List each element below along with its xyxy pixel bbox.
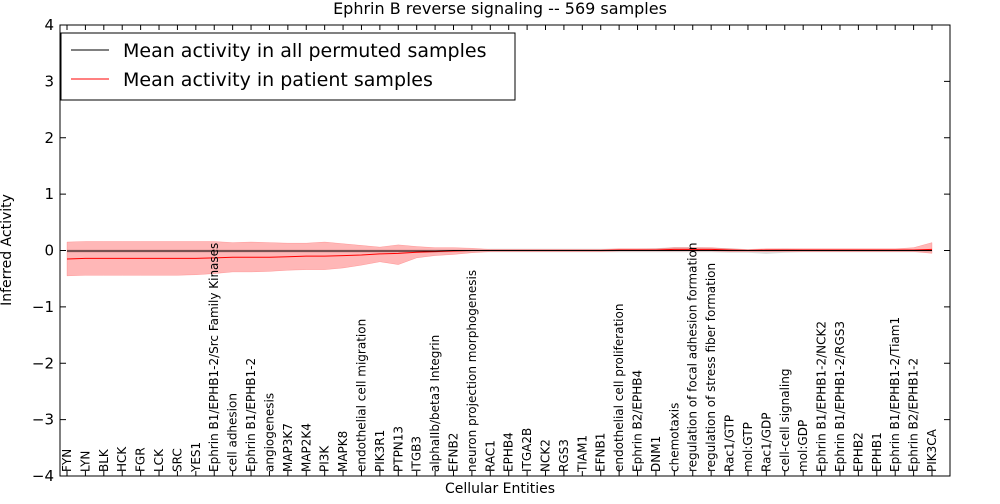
y-tick-label: 1 bbox=[44, 185, 54, 203]
x-tick-label: Ephrin B1/EPHB1-2/NCK2 bbox=[815, 321, 829, 472]
legend-label-permuted: Mean activity in all permuted samples bbox=[123, 40, 486, 62]
x-tick-label: cell-cell signaling bbox=[778, 369, 792, 473]
y-tick-label: 0 bbox=[44, 242, 54, 260]
x-tick-label: angiogenesis bbox=[262, 393, 276, 472]
x-tick-label: regulation of focal adhesion formation bbox=[686, 243, 700, 472]
y-tick-label: −3 bbox=[32, 411, 54, 429]
x-tick-label: DNM1 bbox=[649, 436, 663, 472]
x-tick-label: Ephrin B2/EPHB4 bbox=[631, 370, 645, 472]
x-tick-label: YES1 bbox=[189, 442, 203, 473]
x-tick-label: EPHB4 bbox=[502, 432, 516, 472]
y-tick-label: −2 bbox=[32, 354, 54, 372]
x-tick-label: endothelial cell migration bbox=[354, 319, 368, 472]
x-tick-label: Ephrin B1/EPHB1-2/Src Family Kinases bbox=[207, 243, 221, 472]
x-axis: FYN LYN BLK HCK FGR LCK SRC YES1 Ephrin B1/EPHB1… bbox=[60, 25, 939, 476]
x-tick-label: PIK3R1 bbox=[373, 430, 387, 472]
x-tick-label: RGS3 bbox=[557, 439, 571, 472]
line-layer bbox=[66, 248, 933, 260]
x-tick-label: EFNB1 bbox=[594, 433, 608, 472]
x-axis-label: Cellular Entities bbox=[445, 481, 555, 497]
x-tick-label: ITGB3 bbox=[410, 436, 424, 472]
x-tick-label: Ephrin B1/EPHB1-2/RGS3 bbox=[833, 321, 847, 472]
legend-box bbox=[60, 32, 516, 101]
x-tick-label: PI3K bbox=[318, 445, 332, 472]
series-line-permuted bbox=[67, 250, 932, 252]
x-tick-label: SRC bbox=[170, 448, 184, 472]
x-tick-label: Ephrin B2/EPHB1-2 bbox=[907, 358, 921, 472]
x-tick-label: PIK3CA bbox=[925, 428, 939, 472]
x-tick-label: mol:GDP bbox=[796, 420, 810, 472]
x-tick-label: ITGA2B bbox=[520, 428, 534, 472]
x-tick-label: endothelial cell proliferation bbox=[612, 304, 626, 472]
x-tick-label: LYN bbox=[78, 451, 92, 472]
x-tick-label: TIAM1 bbox=[575, 435, 589, 473]
x-tick-label: PTPN13 bbox=[391, 426, 405, 472]
x-tick-label: MAP3K7 bbox=[281, 423, 295, 472]
y-axis: −4 −3 −2 −1 0 1 2 3 4 bbox=[32, 16, 950, 485]
x-tick-label: cell adhesion bbox=[226, 393, 240, 472]
y-tick-label: −4 bbox=[32, 467, 54, 485]
x-tick-label: LCK bbox=[152, 448, 166, 472]
x-tick-label: HCK bbox=[115, 446, 129, 472]
chart-title: Ephrin B reverse signaling -- 569 sample… bbox=[333, 0, 667, 18]
x-tick-label: mol:GTP bbox=[741, 422, 755, 472]
y-axis-label: Inferred Activity bbox=[0, 194, 15, 306]
x-tick-label: EFNB2 bbox=[446, 433, 460, 472]
x-tick-label: Ephrin B1/EPHB1-2/Tiam1 bbox=[888, 317, 902, 472]
y-tick-label: 3 bbox=[44, 72, 54, 90]
x-tick-label: RAC1 bbox=[483, 440, 497, 472]
x-tick-label: Rac1/GDP bbox=[759, 413, 773, 472]
y-tick-label: 2 bbox=[44, 129, 54, 147]
x-tick-label: Rac1/GTP bbox=[723, 415, 737, 472]
x-tick-label: chemotaxis bbox=[667, 403, 681, 472]
x-tick-label: MAPK8 bbox=[336, 431, 350, 472]
x-tick-label: MAP2K4 bbox=[299, 423, 313, 472]
legend: Mean activity in all permuted samples Me… bbox=[60, 32, 516, 101]
x-tick-label: FYN bbox=[60, 449, 74, 472]
x-tick-label: EPHB2 bbox=[851, 432, 865, 472]
y-tick-label: 4 bbox=[44, 16, 54, 34]
x-tick-label: neuron projection morphogenesis bbox=[465, 270, 479, 472]
x-tick-label: EPHB1 bbox=[870, 432, 884, 472]
x-tick-label: BLK bbox=[97, 448, 111, 472]
x-tick-label: regulation of stress fiber formation bbox=[704, 263, 718, 472]
x-tick-label: NCK2 bbox=[539, 439, 553, 472]
x-tick-label: FGR bbox=[134, 447, 148, 472]
x-tick-label: alphaIIb/beta3 Integrin bbox=[428, 335, 442, 472]
y-tick-label: −1 bbox=[32, 298, 54, 316]
x-tick-label: Ephrin B1/EPHB1-2 bbox=[244, 358, 258, 472]
legend-label-patient: Mean activity in patient samples bbox=[123, 69, 433, 91]
